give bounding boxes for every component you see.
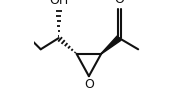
Text: OH: OH xyxy=(49,0,68,7)
Polygon shape xyxy=(101,36,121,54)
Text: O: O xyxy=(114,0,124,6)
Text: O: O xyxy=(84,78,94,90)
